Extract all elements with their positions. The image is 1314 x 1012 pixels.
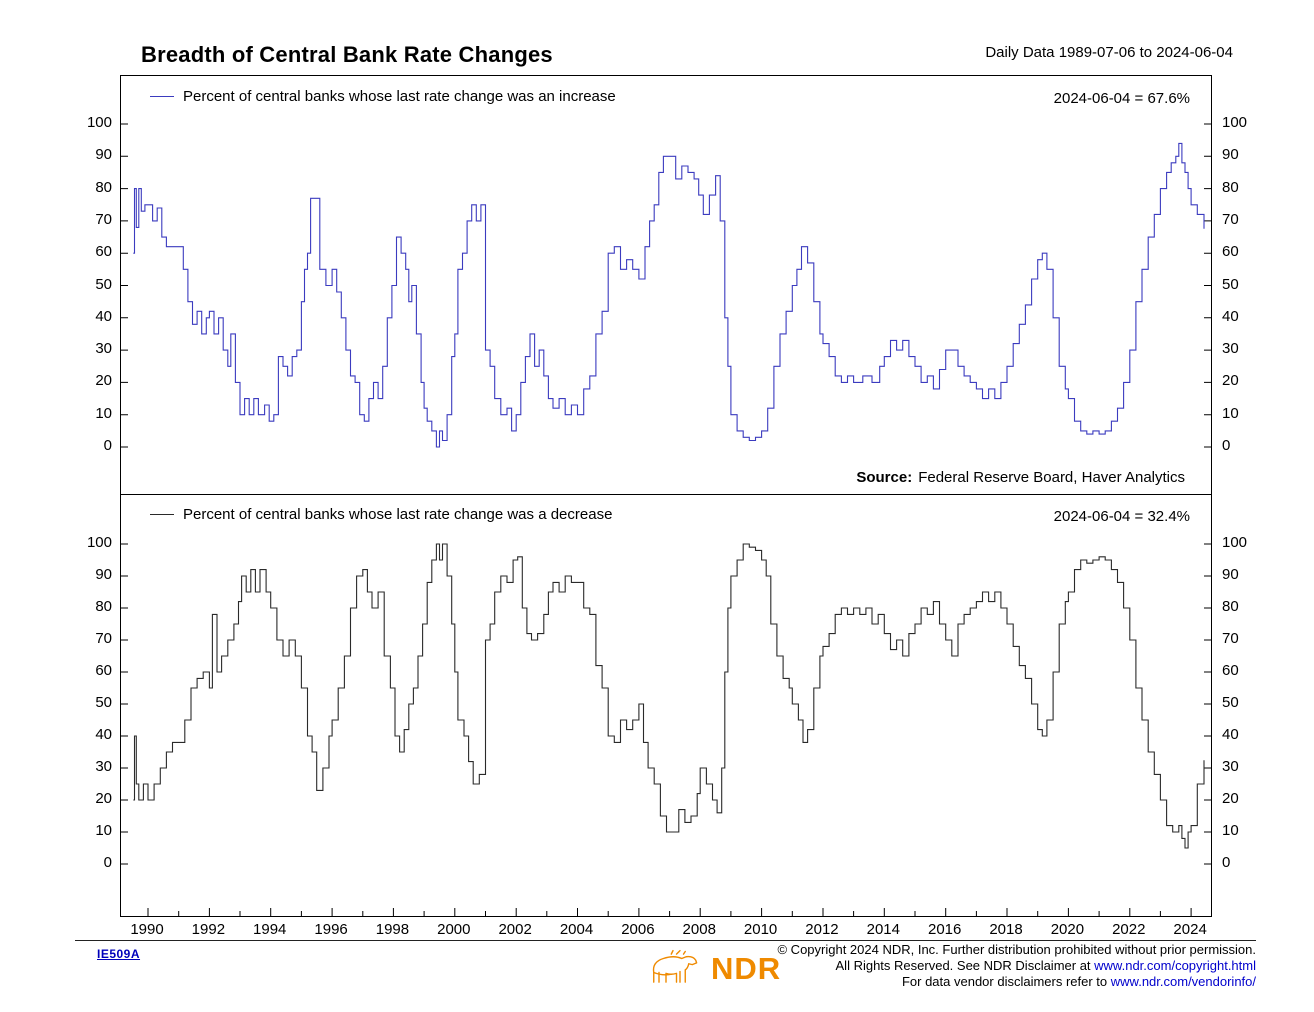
copyright-line-3: For data vendor disclaimers refer to www…	[777, 974, 1256, 990]
vendor-link[interactable]: www.ndr.com/vendorinfo/	[1110, 974, 1256, 989]
y-tick-label: 80	[1222, 598, 1239, 615]
footer-divider	[75, 940, 1256, 941]
y-tick-label: 100	[86, 534, 112, 551]
y-tick-label: 90	[95, 566, 112, 583]
y-tick-label: 70	[95, 630, 112, 647]
panel-decrease	[121, 543, 1211, 916]
y-tick-label: 20	[95, 372, 112, 390]
y-tick-label: 100	[1222, 534, 1248, 551]
increase-line-sample-icon	[150, 96, 174, 97]
x-tick-label: 1998	[375, 921, 410, 938]
y-tick-label: 60	[95, 662, 112, 679]
y-tick-label: 40	[1222, 307, 1239, 325]
x-tick-label: 1992	[191, 921, 226, 938]
y-tick-label: 60	[1222, 662, 1239, 679]
y-tick-label: 100	[86, 114, 112, 131]
y-tick-label: 30	[1222, 340, 1239, 358]
decrease-series-line	[133, 543, 1205, 849]
y-tick-label: 70	[95, 210, 112, 228]
copyright-line-3-text: For data vendor disclaimers refer to	[901, 974, 1111, 989]
increase-series-line	[133, 142, 1205, 448]
x-tick-label: 2006	[621, 921, 655, 938]
axis-ticks-top	[121, 123, 1211, 448]
x-tick-label: 2002	[498, 921, 532, 938]
x-tick-label: 2000	[437, 921, 471, 938]
copyright-link[interactable]: www.ndr.com/copyright.html	[1094, 958, 1256, 973]
y-tick-label: 10	[95, 404, 112, 422]
y-tick-label: 30	[95, 340, 112, 358]
y-tick-label: 20	[1222, 790, 1239, 807]
y-tick-label: 50	[1222, 694, 1239, 711]
legend-decrease-label: Percent of central banks whose last rate…	[183, 506, 613, 523]
ndr-bear-icon	[652, 949, 698, 983]
y-tick-label: 30	[1222, 758, 1239, 775]
y-tick-label: 0	[103, 437, 112, 454]
ndr-logo-text: NDR	[711, 951, 782, 986]
y-tick-label: 30	[95, 758, 112, 775]
y-tick-label: 80	[1222, 178, 1239, 196]
x-tick-label: 2014	[866, 921, 900, 938]
y-tick-label: 100	[1222, 114, 1248, 131]
y-tick-label: 20	[95, 790, 112, 807]
y-tick-label: 60	[1222, 243, 1239, 261]
x-tick-label: 1994	[253, 921, 287, 938]
decrease-line-sample-icon	[150, 514, 174, 515]
y-tick-label: 0	[103, 854, 112, 871]
y-tick-label: 50	[95, 275, 112, 293]
y-tick-label: 40	[1222, 726, 1239, 743]
x-tick-label: 2004	[559, 921, 594, 938]
source-line: Source: Federal Reserve Board, Haver Anal…	[856, 469, 1185, 486]
y-tick-label: 0	[1222, 437, 1231, 454]
y-axis-labels-right: 0 10 20 30 40 50 60 70 80 90 100 0 10 20 30 40 50 60 70 80 9…	[1222, 0, 1270, 1012]
source-label: Source:	[856, 469, 913, 486]
y-tick-label: 80	[95, 178, 112, 196]
x-tick-label: 2016	[927, 921, 962, 938]
axis-ticks-bottom	[121, 543, 1211, 916]
annotation-increase: 2024-06-04 = 67.6%	[1053, 90, 1190, 107]
x-tick-label: 2012	[805, 921, 839, 938]
y-tick-label: 10	[1222, 404, 1239, 422]
y-tick-label: 60	[95, 243, 112, 261]
x-tick-label: 2008	[682, 921, 716, 938]
x-tick-label: 2010	[743, 921, 778, 938]
copyright-block: © Copyright 2024 NDR, Inc. Further distr…	[777, 942, 1256, 990]
chart-id-link[interactable]: IE509A	[97, 947, 141, 961]
y-tick-label: 50	[95, 694, 112, 711]
y-tick-label: 40	[95, 307, 112, 325]
y-axis-labels-left: 0 10 20 30 40 50 60 70 80 90 100 0 10 20 30 40 50 60 70 80 9…	[64, 0, 112, 1012]
page-title: Breadth of Central Bank Rate Changes	[141, 42, 553, 67]
y-tick-label: 40	[95, 726, 112, 743]
x-tick-label: 1996	[314, 921, 348, 938]
y-tick-label: 90	[1222, 566, 1239, 583]
x-axis-labels: 1990 1992 1994 1996 1998 2000 2002 2004 2006 2008…	[0, 921, 1314, 941]
y-tick-label: 10	[95, 822, 112, 839]
y-tick-label: 80	[95, 598, 112, 615]
y-tick-label: 50	[1222, 275, 1239, 293]
chart-frame	[120, 75, 1212, 917]
y-tick-label: 70	[1222, 210, 1239, 228]
y-tick-label: 90	[95, 146, 112, 164]
copyright-line-2-text: All Rights Reserved. See NDR Disclaimer …	[835, 958, 1095, 973]
x-tick-label: 2020	[1050, 921, 1085, 938]
date-range-label: Daily Data 1989-07-06 to 2024-06-04	[985, 44, 1233, 61]
copyright-line-1: © Copyright 2024 NDR, Inc. Further distr…	[777, 942, 1256, 957]
y-tick-label: 90	[1222, 146, 1239, 164]
y-tick-label: 10	[1222, 822, 1239, 839]
legend-increase-label: Percent of central banks whose last rate…	[183, 88, 616, 105]
x-tick-label: 1990	[130, 921, 164, 938]
x-tick-label: 2022	[1112, 921, 1146, 938]
annotation-decrease: 2024-06-04 = 32.4%	[1053, 508, 1190, 525]
x-tick-label: 2018	[989, 921, 1023, 938]
y-tick-label: 0	[1222, 854, 1231, 871]
y-tick-label: 70	[1222, 630, 1239, 647]
legend-decrease: Percent of central banks whose last rate…	[150, 506, 612, 523]
copyright-line-2: All Rights Reserved. See NDR Disclaimer …	[777, 958, 1256, 974]
y-tick-label: 20	[1222, 372, 1239, 390]
panel-increase	[121, 123, 1211, 495]
source-text: Federal Reserve Board, Haver Analytics	[918, 469, 1185, 486]
legend-increase: Percent of central banks whose last rate…	[150, 88, 616, 105]
ndr-logo: NDR	[645, 946, 781, 992]
x-tick-label: 2024	[1173, 921, 1207, 938]
